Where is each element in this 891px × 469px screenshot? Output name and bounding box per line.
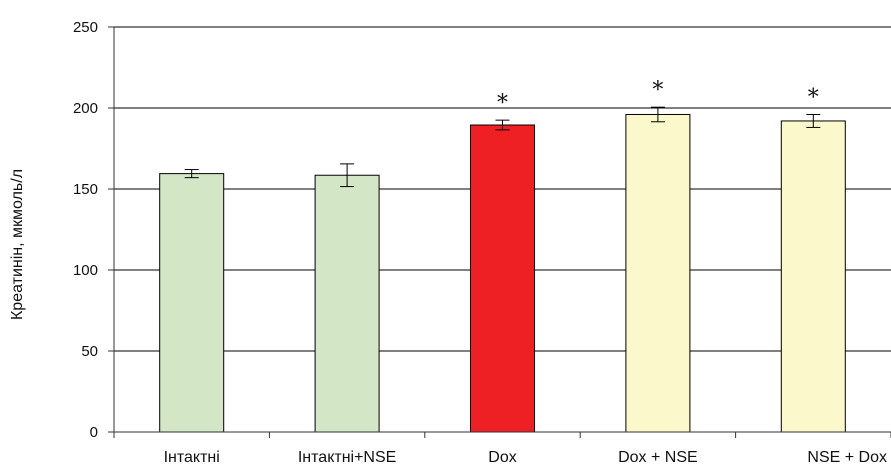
bar xyxy=(780,120,846,433)
category-label: Dox xyxy=(488,449,516,466)
y-tick-label: 200 xyxy=(73,100,98,117)
bar xyxy=(625,113,691,433)
y-tick-label: 50 xyxy=(81,343,98,360)
significance-star: * xyxy=(497,91,508,116)
y-tick-label: 100 xyxy=(73,262,98,279)
category-label: Dox + NSE xyxy=(618,449,698,466)
y-axis-ticks: 0 50 100 150 200 250 xyxy=(73,19,114,441)
category-label: Інтактні+NSE xyxy=(298,449,396,466)
bar xyxy=(314,174,380,433)
bars xyxy=(159,113,846,433)
significance-star: * xyxy=(808,85,819,110)
y-axis-title: Креатинін, мкмоль/л xyxy=(9,169,26,320)
category-labels: Інтактні Інтактні+NSE Dox Dox + NSE NSE + Do… xyxy=(164,449,887,466)
significance-markers: * * * xyxy=(497,78,819,116)
error-bars xyxy=(184,106,821,188)
bar xyxy=(470,124,535,433)
significance-star: * xyxy=(652,78,663,103)
x-axis-ticks xyxy=(113,432,891,438)
category-label: Інтактні xyxy=(164,449,220,466)
bar xyxy=(159,173,225,433)
y-tick-label: 250 xyxy=(73,19,98,36)
y-tick-label: 150 xyxy=(73,181,98,198)
y-tick-label: 0 xyxy=(90,424,98,441)
category-label: NSE + Dox xyxy=(807,449,887,466)
